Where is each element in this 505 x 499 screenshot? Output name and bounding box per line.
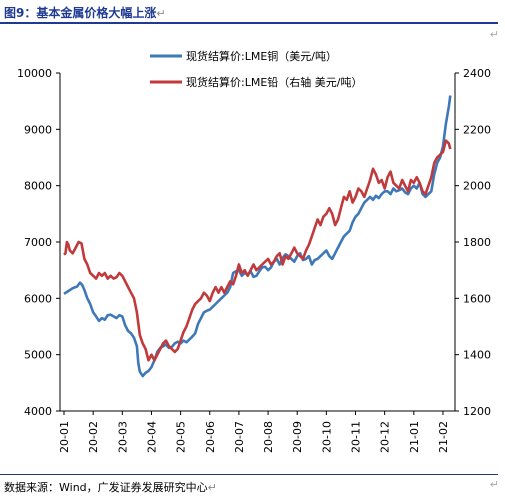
- right-tick-label: 1400: [463, 349, 491, 362]
- right-tick-label: 1800: [463, 236, 491, 249]
- legend-label: 现货结算价:LME铜（美元/吨）: [186, 49, 337, 63]
- right-tick-label: 1200: [463, 405, 491, 418]
- chart: 4000 5000 6000 7000 8000 9000 10000 1200 1400 160…: [17, 49, 491, 453]
- right-tick-label: 1600: [463, 292, 491, 305]
- plot-frame: [59, 73, 456, 412]
- series-line-right: [63, 139, 452, 362]
- x-tick-label: 20-09: [291, 421, 304, 453]
- series-line-left: [63, 95, 452, 378]
- figure-title: 图9：基本金属价格大幅上涨↵: [4, 6, 166, 20]
- x-tick-label: 20-11: [350, 421, 363, 453]
- legend: 现货结算价:LME铜（美元/吨） 现货结算价:LME铅（右轴 美元/吨）: [150, 49, 362, 89]
- left-tick-label: 5000: [24, 349, 52, 362]
- x-tick-label: 20-08: [262, 421, 275, 453]
- x-tick-label: 20-05: [175, 421, 188, 453]
- x-tick-label: 20-10: [320, 421, 333, 453]
- left-tick-label: 10000: [17, 67, 52, 80]
- source-note: 数据来源：Wind，广发证券发展研究中心↵: [4, 481, 217, 494]
- x-tick-label: 20-01: [58, 421, 71, 453]
- x-tick-label: 20-03: [116, 421, 129, 453]
- right-tick-label: 2400: [463, 67, 491, 80]
- x-tick-label: 20-02: [87, 421, 100, 453]
- corner-mark-icon: ↵: [489, 28, 499, 41]
- left-tick-label: 7000: [24, 236, 52, 249]
- legend-label: 现货结算价:LME铅（右轴 美元/吨）: [186, 75, 362, 89]
- right-tick-label: 2000: [463, 180, 491, 193]
- x-tick-label: 21-02: [437, 421, 450, 453]
- x-tick-label: 20-12: [379, 421, 392, 453]
- series-lines: [63, 95, 452, 378]
- axis-ticks: 4000 5000 6000 7000 8000 9000 10000 1200 1400 160…: [17, 67, 491, 453]
- left-tick-label: 9000: [24, 123, 52, 136]
- figure-header: 图9：基本金属价格大幅上涨↵: [0, 0, 505, 26]
- title-divider: [0, 22, 498, 24]
- x-tick-label: 21-01: [408, 421, 421, 453]
- x-tick-label: 20-07: [233, 421, 246, 453]
- right-tick-label: 2200: [463, 123, 491, 136]
- corner-mark-icon: ↵: [489, 478, 499, 491]
- left-tick-label: 8000: [24, 180, 52, 193]
- x-tick-label: 20-04: [145, 421, 158, 453]
- left-tick-label: 4000: [24, 405, 52, 418]
- left-tick-label: 6000: [24, 292, 52, 305]
- x-tick-label: 20-06: [204, 421, 217, 453]
- source-divider: [0, 474, 498, 475]
